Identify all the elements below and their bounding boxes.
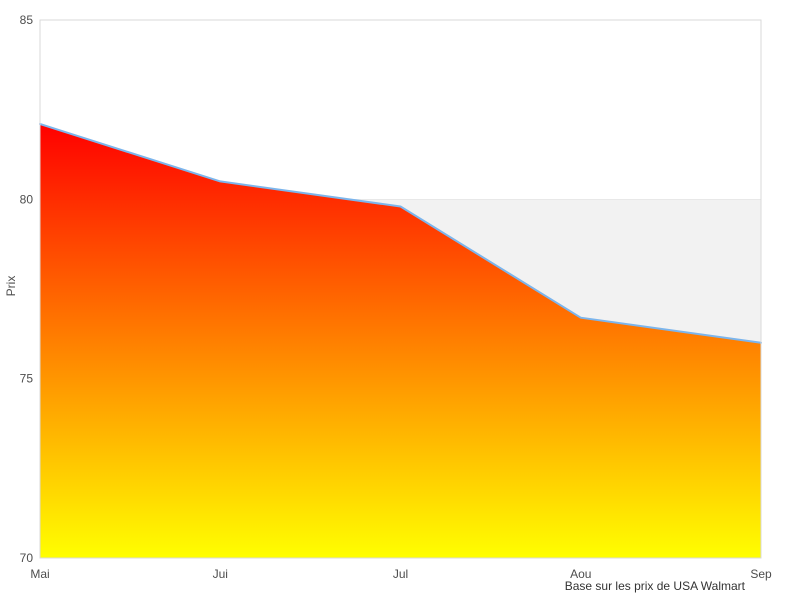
x-tick-label: Sep	[750, 567, 772, 581]
chart-caption: Base sur les prix de USA Walmart	[564, 579, 745, 593]
y-axis-title: Prix	[4, 275, 18, 297]
plot-border	[39, 19, 762, 559]
y-tick-label: 70	[20, 551, 34, 565]
area-series	[40, 124, 761, 558]
x-tick-label: Mai	[30, 567, 49, 581]
x-tick-label: Jui	[213, 567, 228, 581]
y-tick-label: 80	[20, 192, 34, 206]
series-line	[39, 123, 762, 344]
x-tick-label: Aou	[570, 567, 591, 581]
y-tick-label: 75	[20, 372, 34, 386]
y-tick-label: 85	[20, 13, 34, 27]
x-tick-label: Jul	[393, 567, 408, 581]
